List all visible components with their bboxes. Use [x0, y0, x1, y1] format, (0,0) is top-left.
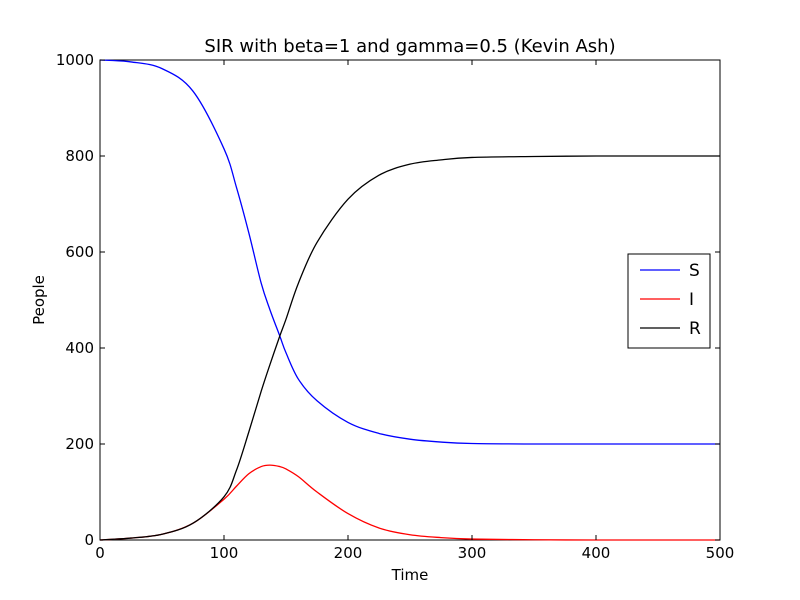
y-tick-label: 800	[65, 147, 94, 165]
x-tick-label: 0	[95, 544, 105, 562]
series-line-r	[99, 155, 720, 541]
x-axis-label: Time	[391, 566, 429, 584]
plot-area-frame	[99, 59, 721, 541]
tick-layer: 0 100 200 300 400 500 0 200 400 600 800 1000	[56, 51, 735, 562]
legend-label-i: I	[689, 290, 694, 310]
y-tick-label: 600	[65, 243, 94, 261]
legend-label-r: R	[689, 319, 701, 339]
series-line-s	[99, 59, 720, 445]
legend: SIR	[627, 253, 711, 349]
x-tick-label: 400	[582, 544, 611, 562]
y-tick-label: 200	[65, 435, 94, 453]
y-tick-label: 400	[65, 339, 94, 357]
series-layer	[99, 59, 720, 541]
y-axis-label: People	[30, 275, 48, 325]
y-tick-label: 1000	[56, 51, 94, 69]
x-tick-label: 500	[706, 544, 735, 562]
y-tick-label: 0	[84, 531, 94, 549]
legend-label-s: S	[689, 261, 700, 281]
x-tick-label: 100	[210, 544, 239, 562]
x-tick-label: 200	[334, 544, 363, 562]
x-tick-label: 300	[458, 544, 487, 562]
legend-items: SIR	[640, 261, 701, 339]
chart-title: SIR with beta=1 and gamma=0.5 (Kevin Ash…	[204, 36, 615, 57]
